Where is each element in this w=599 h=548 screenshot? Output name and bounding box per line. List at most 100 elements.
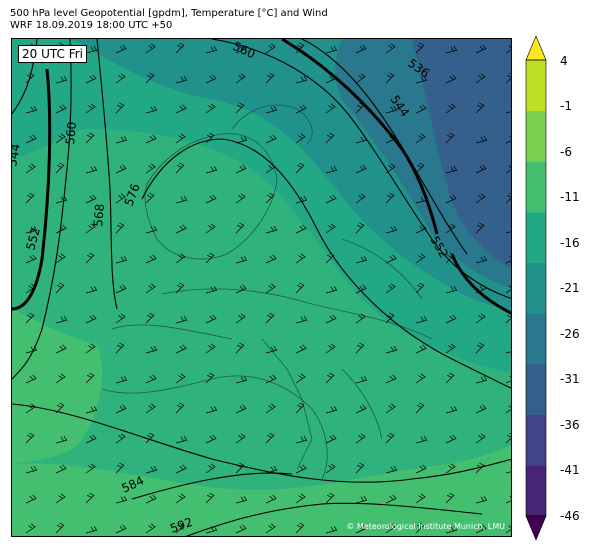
wind-barb	[295, 493, 306, 504]
wind-barb	[175, 344, 187, 354]
wind-barb	[475, 375, 488, 384]
wind-barb	[385, 72, 395, 84]
wind-barb	[115, 404, 127, 414]
wind-barb	[445, 343, 456, 354]
wind-barb	[25, 465, 38, 474]
wind-barb	[385, 134, 397, 144]
wind-barb	[25, 432, 35, 444]
wind-barb	[445, 165, 458, 174]
map-canvas	[12, 39, 511, 536]
wind-barb	[415, 315, 428, 324]
wind-barb	[55, 344, 67, 354]
wind-barb	[355, 404, 367, 414]
wind-barb	[115, 313, 126, 324]
wind-barb	[445, 252, 455, 264]
wind-barb	[325, 525, 338, 534]
wind-barb	[355, 433, 366, 444]
wind-barb	[205, 74, 217, 84]
wind-barb	[505, 523, 511, 534]
wind-barb	[505, 135, 511, 144]
wind-barb	[25, 403, 36, 414]
wind-barb	[475, 164, 487, 174]
wind-barb	[85, 492, 95, 504]
wind-barb	[475, 193, 486, 204]
wind-barb	[175, 104, 187, 114]
wind-barb	[235, 135, 248, 144]
wind-barb	[505, 192, 511, 204]
wind-barb	[205, 372, 215, 384]
colorbar-tick: -26	[560, 327, 580, 341]
wind-barb	[235, 375, 248, 384]
wind-barb	[355, 135, 368, 144]
wind-barb	[85, 223, 96, 234]
wind-barb	[235, 222, 245, 234]
wind-barb	[145, 134, 157, 144]
wind-barb	[175, 315, 188, 324]
wind-barb	[145, 465, 158, 474]
wind-barb	[475, 495, 488, 504]
wind-barb	[85, 314, 97, 324]
wind-barb	[175, 195, 188, 204]
wind-barb	[205, 525, 218, 534]
wind-barb	[295, 253, 306, 264]
wind-barb	[145, 523, 156, 534]
wind-barb	[355, 495, 368, 504]
wind-barb	[415, 104, 427, 114]
wind-barb	[25, 312, 35, 324]
wind-barb	[85, 372, 95, 384]
wind-barb	[145, 254, 157, 264]
wind-barbs	[25, 42, 511, 534]
wind-barb	[355, 164, 367, 174]
wind-barb	[85, 525, 98, 534]
wind-barb	[505, 312, 511, 324]
wind-barb	[475, 135, 488, 144]
wind-barb	[115, 284, 127, 294]
wind-barb	[295, 75, 308, 84]
wind-barb	[415, 42, 425, 54]
wind-barb	[235, 313, 246, 324]
chart-subtitle: WRF 18.09.2019 18:00 UTC +50	[10, 20, 173, 31]
wind-barb	[85, 434, 97, 444]
wind-barb	[385, 403, 396, 414]
wind-barb	[445, 194, 457, 204]
wind-barb	[325, 434, 337, 444]
wind-barb	[505, 495, 511, 504]
wind-barb	[505, 403, 511, 414]
wind-barb	[265, 523, 276, 534]
wind-barb	[325, 132, 335, 144]
colorbar-tick: -46	[560, 509, 580, 523]
wind-barb	[55, 402, 65, 414]
wind-barb	[205, 314, 217, 324]
wind-barb	[205, 285, 218, 294]
weather-map: 20 UTC Fri © Meteorological Institute Mu…	[11, 38, 512, 537]
wind-barb	[55, 464, 67, 474]
wind-barb	[175, 224, 187, 234]
colorbar-tick: -6	[560, 145, 572, 159]
wind-barb	[145, 374, 157, 384]
temperature-colorbar	[525, 36, 547, 540]
wind-barb	[265, 312, 275, 324]
wind-barb	[265, 43, 276, 54]
coastlines	[101, 104, 433, 480]
wind-barb	[415, 224, 427, 234]
wind-barb	[175, 253, 186, 264]
wind-barb	[235, 462, 245, 474]
wind-barb	[235, 284, 247, 294]
wind-barb	[85, 74, 97, 84]
wind-barb	[445, 463, 456, 474]
wind-barb	[385, 432, 395, 444]
colorbar-band	[526, 465, 546, 517]
wind-barb	[475, 73, 486, 84]
colorbar-band	[526, 212, 546, 264]
wind-barb	[85, 165, 98, 174]
wind-barb	[145, 494, 157, 504]
wind-barb	[235, 164, 247, 174]
wind-barb	[85, 45, 98, 54]
wind-barb	[415, 402, 425, 414]
wind-barb	[475, 222, 485, 234]
wind-barb	[385, 254, 397, 264]
isohypse-552-thick	[12, 39, 511, 315]
wind-barb	[145, 312, 155, 324]
wind-barb	[475, 255, 488, 264]
chart-title: 500 hPa level Geopotential [gpdm], Tempe…	[10, 8, 328, 19]
